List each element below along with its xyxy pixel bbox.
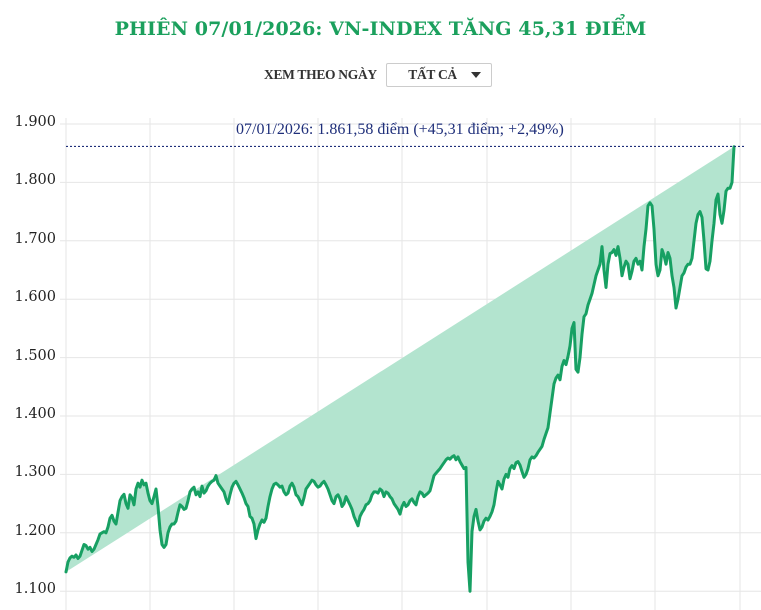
chart-title: PHIÊN 07/01/2026: VN-INDEX TĂNG 45,31 ĐI… [114,18,647,40]
range-select[interactable]: TẤT CẢ [385,63,492,87]
y-tick-label: 1.100 [14,581,56,598]
date-filter: XEM THEO NGÀY TẤT CẢ [264,62,492,88]
y-tick-label: 1.500 [14,347,56,364]
y-tick-label: 1.900 [14,114,56,130]
range-select-value: TẤT CẢ [408,67,457,82]
filter-label: XEM THEO NGÀY [264,67,377,82]
y-tick-label: 1.600 [14,289,56,306]
y-tick-label: 1.700 [14,230,56,247]
index-line [64,145,736,593]
last-value-annotation: 07/01/2026: 1.861,58 điểm (+45,31 điểm; … [236,121,564,138]
y-tick-label: 1.800 [14,172,56,189]
y-tick-label: 1.200 [14,522,56,539]
y-tick-label: 1.300 [14,464,56,481]
area-fill [66,146,734,592]
y-tick-label: 1.400 [14,406,56,422]
caret-down-icon [470,72,481,78]
